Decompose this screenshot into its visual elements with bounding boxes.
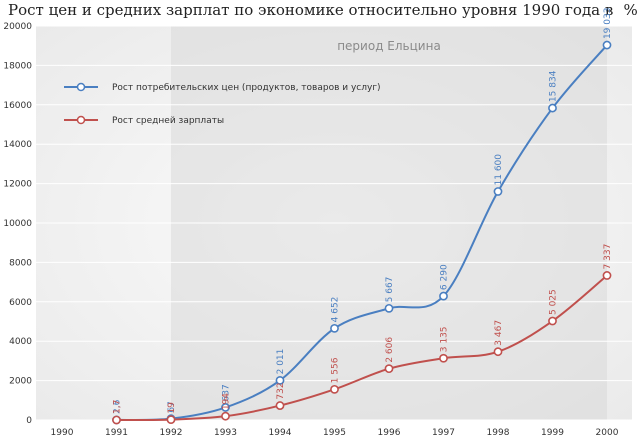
chart-title: Рост цен и средних зарплат по экономике … [8, 1, 613, 19]
chart-title-unit: % [623, 1, 637, 19]
y-tick-label: 20000 [3, 22, 32, 32]
data-point [275, 401, 285, 410]
data-point [548, 316, 557, 326]
y-tick-label: 12000 [3, 180, 32, 190]
period-annotation: период Ельцина [337, 39, 441, 53]
y-tick-label: 8000 [9, 258, 32, 268]
data-point [602, 40, 612, 50]
data-label: 1 556 [331, 357, 341, 383]
data-label: 11 600 [494, 154, 504, 186]
legend: Рост потребительских цен (продуктов, тов… [64, 82, 381, 126]
grid-layer [36, 25, 632, 421]
y-tick-label: 2000 [9, 377, 32, 387]
series-layer [112, 40, 612, 425]
data-label: 732 [276, 382, 286, 399]
x-tick-label: 1991 [105, 428, 128, 438]
series-line-1 [116, 274, 608, 422]
data-point [166, 415, 176, 425]
data-label-layer: 2,6 67 637 2 011 4 652 5 667 6 290 11 600 15 834… [113, 8, 614, 414]
y-tick-label: 18000 [3, 61, 32, 71]
y-tick-label: 4000 [9, 337, 32, 347]
legend-label-wages: Рост средней зарплаты [112, 116, 224, 126]
data-label: 15 834 [549, 70, 559, 102]
data-label: 194 [222, 393, 232, 410]
legend-marker-wages [76, 115, 86, 125]
data-point [384, 303, 394, 313]
data-label: 5 667 [385, 277, 395, 303]
y-tick-label: 14000 [3, 140, 32, 150]
data-label: 19 033 [603, 8, 613, 40]
x-tick-label: 1995 [323, 428, 346, 438]
y-tick-label: 6000 [9, 298, 32, 308]
x-tick-label: 1996 [378, 428, 401, 438]
data-label: 7 337 [603, 244, 613, 270]
data-label: 2,6 [113, 399, 123, 414]
data-label: 2 011 [276, 349, 286, 375]
data-point [439, 353, 448, 363]
data-point [602, 271, 612, 280]
data-point [330, 384, 339, 394]
data-label: 1,7 [113, 400, 123, 414]
data-label: 3 467 [494, 320, 504, 346]
data-point [439, 291, 448, 301]
chart-title-line: Рост цен и средних зарплат по экономике … [8, 0, 640, 25]
data-label: 2 606 [385, 337, 395, 363]
data-point [112, 415, 121, 425]
data-label: 4 652 [331, 297, 341, 323]
data-point [275, 375, 285, 385]
x-tick-label: 1994 [269, 428, 292, 438]
data-point [548, 103, 557, 113]
data-point [384, 364, 394, 374]
y-tick-label: 16000 [3, 101, 32, 111]
data-label: 67 [167, 401, 177, 412]
data-point [493, 187, 503, 196]
data-label: 637 [222, 384, 232, 401]
x-tick-label: 1992 [160, 428, 183, 438]
x-tick-label: 1999 [541, 428, 564, 438]
y-tick-label: 10000 [3, 219, 32, 229]
data-point [221, 411, 230, 421]
legend-marker-prices [76, 82, 86, 92]
data-point [493, 347, 503, 357]
x-tick-label: 1990 [51, 428, 74, 438]
x-tick-label: 1997 [432, 428, 455, 438]
x-tick-label: 1998 [487, 428, 510, 438]
x-tick-label: 2000 [596, 428, 619, 438]
data-label: 5 025 [549, 289, 559, 315]
data-point [330, 323, 339, 333]
data-label: 6 290 [440, 264, 450, 290]
data-point [221, 403, 230, 412]
axis-layer: 0 2000 4000 6000 8000 10000 12000 14000 16000 180… [3, 22, 618, 438]
data-label: 3 135 [440, 326, 450, 352]
x-tick-label: 1993 [214, 428, 237, 438]
data-label: 19 [167, 402, 177, 414]
legend-label-prices: Рост потребительских цен (продуктов, тов… [112, 83, 381, 93]
y-tick-label: 0 [26, 416, 32, 426]
